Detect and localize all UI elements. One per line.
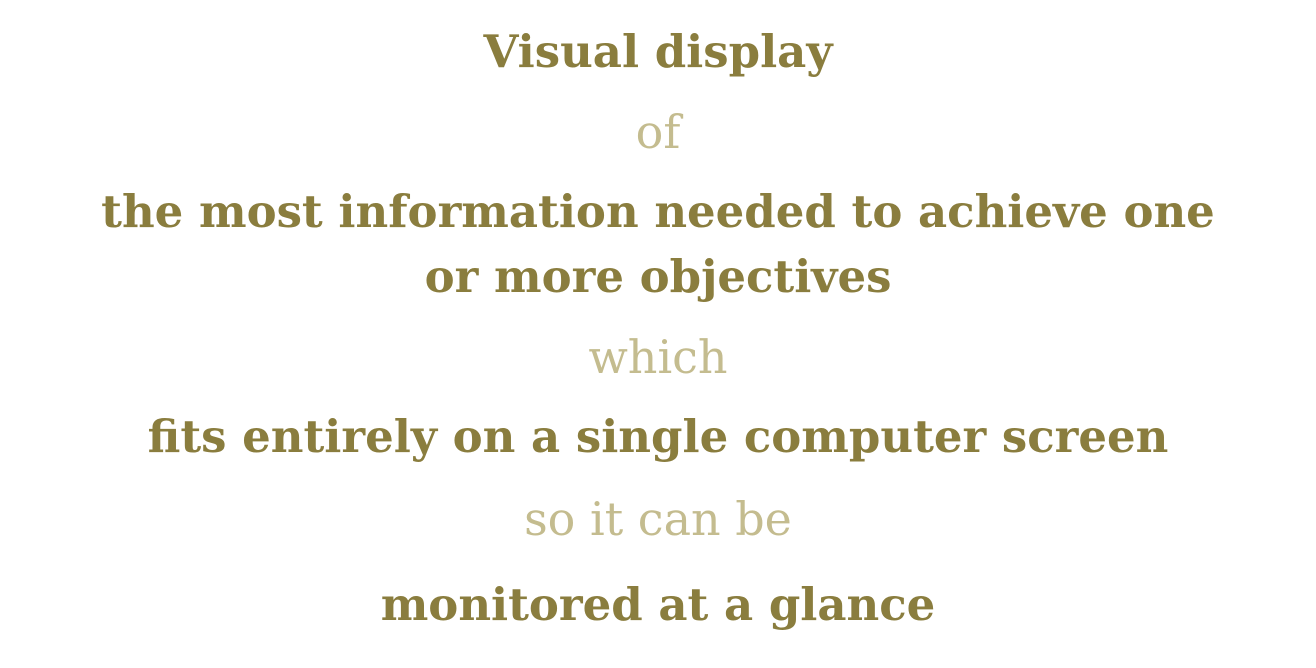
definition-line-objectives: or more objectives xyxy=(424,250,892,303)
connector-line-which: which xyxy=(588,330,728,384)
definition-line-single-screen: fits entirely on a single computer scree… xyxy=(147,410,1169,463)
definition-line-visual-display: Visual display xyxy=(483,25,833,78)
definition-line-monitored-at-glance: monitored at a glance xyxy=(380,578,936,631)
definition-line-most-information: the most information needed to achieve o… xyxy=(101,185,1215,238)
connector-line-so-it-can-be: so it can be xyxy=(524,492,792,546)
connector-line-of: of xyxy=(635,105,681,159)
